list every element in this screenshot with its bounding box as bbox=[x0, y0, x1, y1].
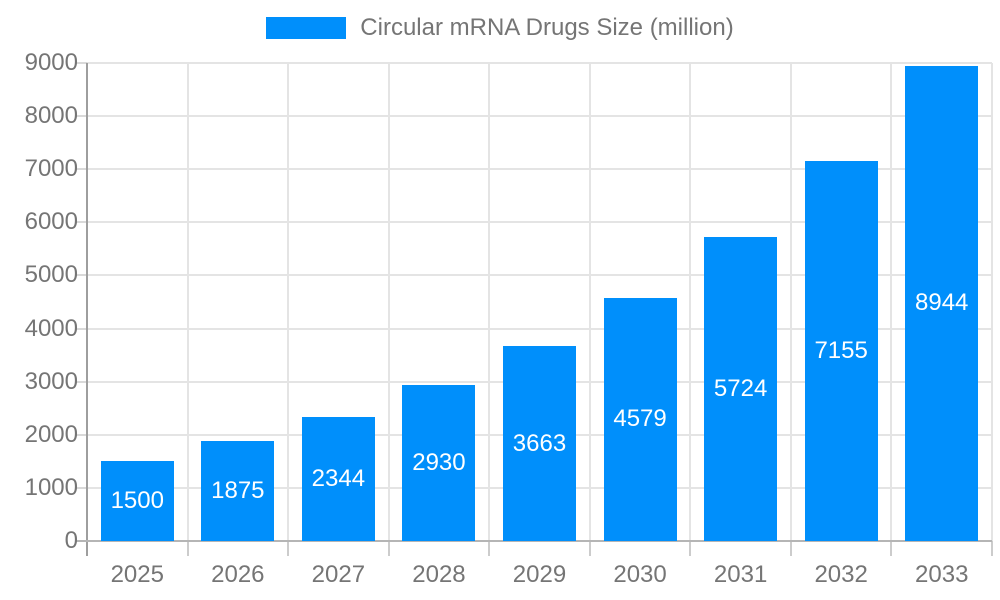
gridline-vertical bbox=[890, 63, 893, 541]
bar: 2930 bbox=[402, 385, 476, 541]
y-axis-label: 0 bbox=[64, 527, 78, 554]
gridline-vertical bbox=[588, 63, 591, 541]
y-axis-label: 7000 bbox=[24, 155, 78, 183]
y-axis-tick bbox=[76, 380, 87, 383]
bar-value-label: 2344 bbox=[311, 464, 366, 492]
y-axis-label: 9000 bbox=[24, 49, 78, 76]
x-axis-label: 2032 bbox=[814, 561, 868, 588]
y-axis-label: 4000 bbox=[24, 314, 78, 342]
gridline-vertical bbox=[991, 63, 993, 541]
legend-swatch-icon bbox=[266, 17, 347, 39]
gridline-horizontal bbox=[87, 221, 992, 224]
x-axis-tick bbox=[488, 541, 491, 556]
y-axis-tick bbox=[76, 62, 87, 64]
bar-value-label: 3663 bbox=[512, 429, 567, 457]
x-axis-tick bbox=[588, 541, 591, 556]
gridline-vertical bbox=[186, 63, 189, 541]
bar-value-label: 1500 bbox=[110, 487, 164, 515]
bar-value-label: 8944 bbox=[915, 289, 969, 317]
gridline-horizontal bbox=[87, 62, 992, 64]
x-axis-tick bbox=[86, 541, 88, 556]
y-axis-tick bbox=[76, 486, 87, 489]
gridline-horizontal bbox=[87, 168, 992, 171]
gridline-vertical bbox=[488, 63, 491, 541]
x-axis-label: 2029 bbox=[512, 561, 567, 588]
x-axis-label: 2027 bbox=[311, 561, 366, 588]
y-axis-label: 2000 bbox=[24, 420, 78, 448]
y-axis-label: 5000 bbox=[24, 261, 78, 289]
bar: 7155 bbox=[804, 160, 878, 541]
x-axis-label: 2033 bbox=[915, 561, 969, 588]
gridline-vertical bbox=[789, 63, 792, 541]
legend-label: Circular mRNA Drugs Size (million) bbox=[360, 14, 734, 41]
bar: 2344 bbox=[301, 416, 375, 541]
gridline-horizontal bbox=[87, 115, 992, 118]
y-axis-tick bbox=[76, 327, 87, 330]
y-axis-label: 6000 bbox=[24, 208, 78, 236]
y-axis-line bbox=[86, 63, 88, 541]
y-axis-tick bbox=[76, 115, 87, 118]
bar-value-label: 5724 bbox=[713, 374, 768, 402]
bar: 1875 bbox=[201, 441, 275, 541]
bar: 1500 bbox=[100, 461, 174, 541]
y-axis-tick bbox=[76, 221, 87, 224]
x-axis-label: 2028 bbox=[412, 561, 466, 588]
x-axis-line bbox=[75, 540, 992, 542]
x-axis-label: 2030 bbox=[613, 561, 667, 588]
x-axis-tick bbox=[789, 541, 792, 556]
x-axis-label: 2026 bbox=[211, 561, 265, 588]
y-axis-tick bbox=[76, 274, 87, 277]
gridline-horizontal bbox=[87, 327, 992, 330]
x-axis-tick bbox=[387, 541, 390, 556]
y-axis-label: 8000 bbox=[24, 102, 78, 130]
x-axis-tick bbox=[991, 541, 993, 556]
x-axis-tick bbox=[689, 541, 692, 556]
y-axis-tick bbox=[76, 168, 87, 171]
gridline-horizontal bbox=[87, 274, 992, 277]
y-axis-label: 1000 bbox=[24, 473, 78, 501]
x-axis-tick bbox=[186, 541, 189, 556]
bar-value-label: 2930 bbox=[412, 449, 466, 477]
x-axis-label: 2031 bbox=[713, 561, 768, 588]
bar-value-label: 4579 bbox=[613, 405, 667, 433]
bar-value-label: 7155 bbox=[814, 336, 868, 364]
gridline-vertical bbox=[387, 63, 390, 541]
bar: 8944 bbox=[905, 65, 979, 541]
gridline-vertical bbox=[689, 63, 692, 541]
legend-item[interactable]: Circular mRNA Drugs Size (million) bbox=[0, 16, 1000, 40]
bar: 4579 bbox=[603, 297, 677, 541]
y-axis-label: 3000 bbox=[24, 367, 78, 395]
gridline-vertical bbox=[287, 63, 290, 541]
bar: 3663 bbox=[503, 346, 576, 541]
x-axis-label: 2025 bbox=[110, 561, 164, 588]
bar: 5724 bbox=[704, 236, 778, 541]
y-axis-tick bbox=[76, 433, 87, 436]
x-axis-tick bbox=[287, 541, 290, 556]
bar-value-label: 1875 bbox=[211, 477, 265, 505]
x-axis-tick bbox=[890, 541, 893, 556]
